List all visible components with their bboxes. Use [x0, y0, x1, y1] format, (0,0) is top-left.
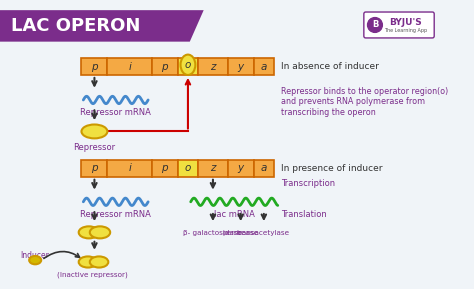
Bar: [254, 160, 274, 177]
Ellipse shape: [90, 256, 109, 268]
Text: Inducer: Inducer: [21, 251, 50, 260]
Text: z: z: [210, 62, 216, 72]
Bar: [152, 160, 178, 177]
Bar: [108, 58, 152, 75]
Text: lac mRNA: lac mRNA: [214, 210, 255, 219]
Text: Repressor: Repressor: [73, 143, 116, 153]
Text: permease: permease: [223, 229, 259, 236]
Bar: [228, 58, 254, 75]
Text: Translation: Translation: [282, 210, 327, 219]
Text: In absence of inducer: In absence of inducer: [282, 62, 379, 71]
Bar: [228, 160, 254, 177]
Text: Transcription: Transcription: [282, 179, 336, 188]
Ellipse shape: [79, 256, 97, 268]
Text: y: y: [237, 164, 244, 173]
Bar: [82, 160, 108, 177]
Ellipse shape: [82, 125, 108, 138]
Text: a: a: [261, 164, 267, 173]
Text: o: o: [185, 164, 191, 173]
Text: y: y: [237, 62, 244, 72]
Circle shape: [367, 18, 383, 32]
Bar: [198, 160, 228, 177]
Text: BYJU'S: BYJU'S: [389, 18, 422, 27]
Text: B: B: [372, 21, 378, 29]
Bar: [152, 58, 178, 75]
Ellipse shape: [90, 226, 110, 238]
Text: o: o: [185, 62, 191, 72]
Ellipse shape: [29, 256, 41, 264]
Text: i: i: [128, 164, 131, 173]
Text: a: a: [261, 62, 267, 72]
Text: Repressor mRNA: Repressor mRNA: [80, 108, 151, 117]
Bar: [82, 58, 108, 75]
Text: (Inactive repressor): (Inactive repressor): [57, 271, 128, 278]
Text: p: p: [162, 164, 168, 173]
Polygon shape: [0, 10, 204, 42]
Bar: [178, 58, 198, 75]
Text: The Learning App: The Learning App: [384, 28, 427, 33]
Text: In presence of inducer: In presence of inducer: [282, 164, 383, 173]
Ellipse shape: [181, 55, 195, 75]
Text: z: z: [210, 164, 216, 173]
Text: p: p: [91, 62, 98, 72]
Text: p: p: [91, 164, 98, 173]
Bar: [254, 58, 274, 75]
Text: p: p: [162, 62, 168, 72]
Text: Repressor mRNA: Repressor mRNA: [80, 210, 151, 219]
Text: i: i: [128, 62, 131, 72]
Text: β- galactosidase: β- galactosidase: [183, 229, 243, 236]
Bar: [198, 58, 228, 75]
Bar: [178, 160, 198, 177]
Text: Repressor binds to the operator region(o)
and prevents RNA polymerase from
trans: Repressor binds to the operator region(o…: [282, 87, 449, 117]
Text: LAC OPERON: LAC OPERON: [11, 17, 140, 35]
Text: transacetylase: transacetylase: [237, 229, 291, 236]
FancyBboxPatch shape: [364, 12, 434, 38]
Text: o: o: [185, 60, 191, 70]
Bar: [108, 160, 152, 177]
Ellipse shape: [79, 226, 99, 238]
